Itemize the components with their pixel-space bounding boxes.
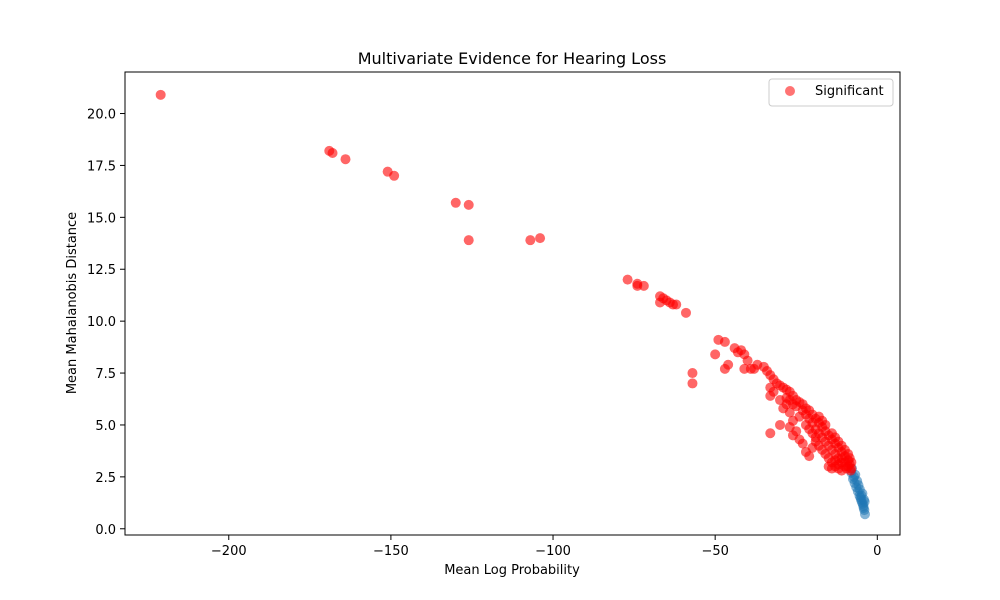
data-point-20 [852, 476, 863, 487]
significant-point-21 [655, 297, 666, 308]
significant-point-9 [525, 235, 536, 246]
significant-point-20 [671, 299, 682, 310]
significant-point-23 [687, 368, 698, 379]
plot-frame [124, 71, 901, 536]
x-tick-label: 0 [873, 544, 881, 559]
significant-point-29 [723, 359, 734, 370]
chart-title: Multivariate Evidence for Hearing Loss [358, 49, 667, 68]
significant-point-8 [463, 235, 474, 246]
y-tick-label: 15.0 [87, 211, 116, 226]
significant-point-112 [813, 411, 824, 422]
y-tick-label: 0.0 [95, 523, 116, 538]
significant-point-0 [155, 89, 166, 100]
y-tick-label: 17.5 [87, 159, 116, 174]
data-point-23 [859, 494, 870, 505]
legend-label: Significant [815, 84, 884, 99]
significant-point-27 [710, 349, 721, 360]
significant-point-80 [797, 438, 808, 449]
significant-point-34 [742, 355, 753, 366]
x-tick-label: −150 [373, 544, 409, 559]
x-axis: −200 −150 −100 −50 0 [211, 535, 881, 559]
legend: Significant [768, 78, 894, 107]
significant-point-3 [340, 154, 351, 165]
x-tick-label: −100 [535, 544, 571, 559]
x-axis-label: Mean Log Probability [444, 563, 580, 578]
significant-point-94 [765, 428, 776, 439]
y-tick-label: 7.5 [95, 367, 116, 382]
data-point-12 [859, 509, 870, 520]
significant-point-14 [638, 280, 649, 291]
significant-point-24 [687, 378, 698, 389]
y-tick-label: 5.0 [95, 419, 116, 434]
y-tick-label: 2.5 [95, 471, 116, 486]
significant-point-70 [765, 390, 776, 401]
significant-point-7 [463, 199, 474, 210]
significant-point-121 [781, 392, 792, 403]
significant-point-137 [845, 465, 856, 476]
legend-box [768, 78, 894, 107]
significant-point-26 [719, 336, 730, 347]
y-tick-label: 10.0 [87, 315, 116, 330]
x-tick-label: −200 [211, 544, 247, 559]
significant-point-82 [804, 451, 815, 462]
y-tick-label: 20.0 [87, 108, 116, 123]
legend-marker [785, 86, 795, 96]
significant-point-6 [450, 197, 461, 208]
significant-point-93 [775, 419, 786, 430]
significant-point-2 [327, 147, 338, 158]
y-axis-label: Mean Mahalanobis Distance [65, 212, 80, 394]
significant-point-10 [535, 233, 546, 244]
x-tick-label: −50 [701, 544, 728, 559]
significant-point-5 [389, 170, 400, 181]
plot-points [155, 89, 870, 520]
significant-point-74 [784, 407, 795, 418]
significant-point-11 [622, 274, 633, 285]
y-tick-label: 12.5 [87, 263, 116, 278]
significant-point-22 [680, 307, 691, 318]
y-axis: 0.0 2.5 5.0 7.5 10.0 12.5 15.0 17.5 20.0 [87, 108, 125, 538]
